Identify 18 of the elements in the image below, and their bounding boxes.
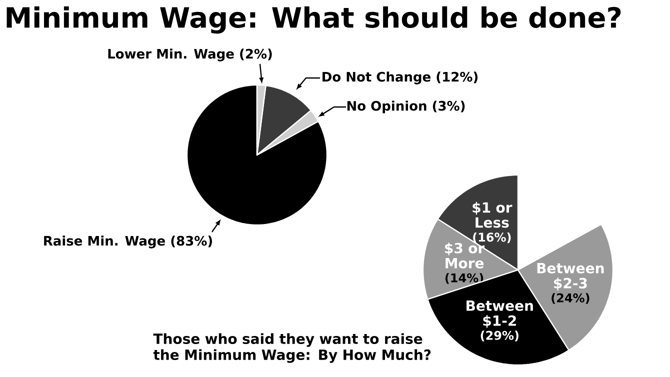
- slice-label: Between $2-3: [537, 263, 604, 290]
- text: Those who said they want to raise the Minimum Wage: By How Much?: [153, 333, 431, 363]
- data-label: (3%): [432, 100, 465, 112]
- data-label: (83%): [171, 236, 212, 248]
- slice-label: Between $1-2: [466, 300, 533, 328]
- slice-label: Raise Min. Wage: [44, 236, 165, 248]
- data-label: (24%): [552, 293, 590, 304]
- data-label: (14%): [445, 273, 484, 284]
- data-label: (29%): [480, 330, 518, 342]
- data-label: (12%): [436, 72, 478, 84]
- chart-title: Minimum Wage: What should be done?: [6, 6, 621, 34]
- slice-label: Lower Min. Wage: [108, 48, 234, 62]
- data-label: (2%): [240, 48, 272, 60]
- slice-label: Do Not Change: [322, 72, 430, 84]
- slice-label: $3 or More: [445, 242, 485, 268]
- slice-label: No Opinion: [347, 100, 426, 114]
- slice-label: $1 or Less: [472, 202, 512, 228]
- data-label: (16%): [473, 232, 511, 244]
